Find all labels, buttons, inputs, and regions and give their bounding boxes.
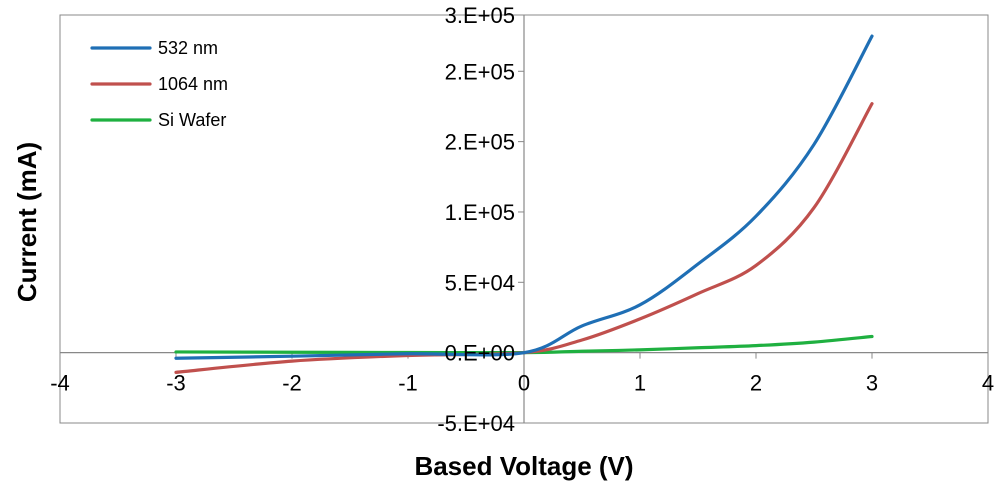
x-tick-label: -4 [50,371,70,396]
series-line-si-wafer [174,334,874,355]
y-tick-label: -5.E+04 [437,411,515,436]
x-tick-label: -2 [282,371,302,396]
y-tick-label: 0.E+00 [445,341,515,366]
x-tick-label: 4 [982,371,994,396]
series-line-532-nm [174,34,874,360]
y-tick-label: 1.E+05 [445,200,515,225]
legend-label-1064-nm: 1064 nm [158,74,228,94]
x-tick-label: 2 [750,371,762,396]
legend-label-si-wafer: Si Wafer [158,110,226,130]
legend-label-532-nm: 532 nm [158,38,218,58]
y-tick-label: 2.E+05 [445,130,515,155]
y-tick-label: 3.E+05 [445,3,515,28]
x-tick-label: -1 [398,371,418,396]
y-tick-label: 2.E+05 [445,59,515,84]
x-tick-label: -3 [166,371,186,396]
x-tick-label: 3 [866,371,878,396]
x-axis-title: Based Voltage (V) [414,451,633,481]
series-line-1064-nm [174,102,874,374]
y-axis-title: Current (mA) [12,142,42,302]
x-tick-label: 1 [634,371,646,396]
y-tick-label: 5.E+04 [445,270,515,295]
x-tick-label: 0 [518,371,530,396]
